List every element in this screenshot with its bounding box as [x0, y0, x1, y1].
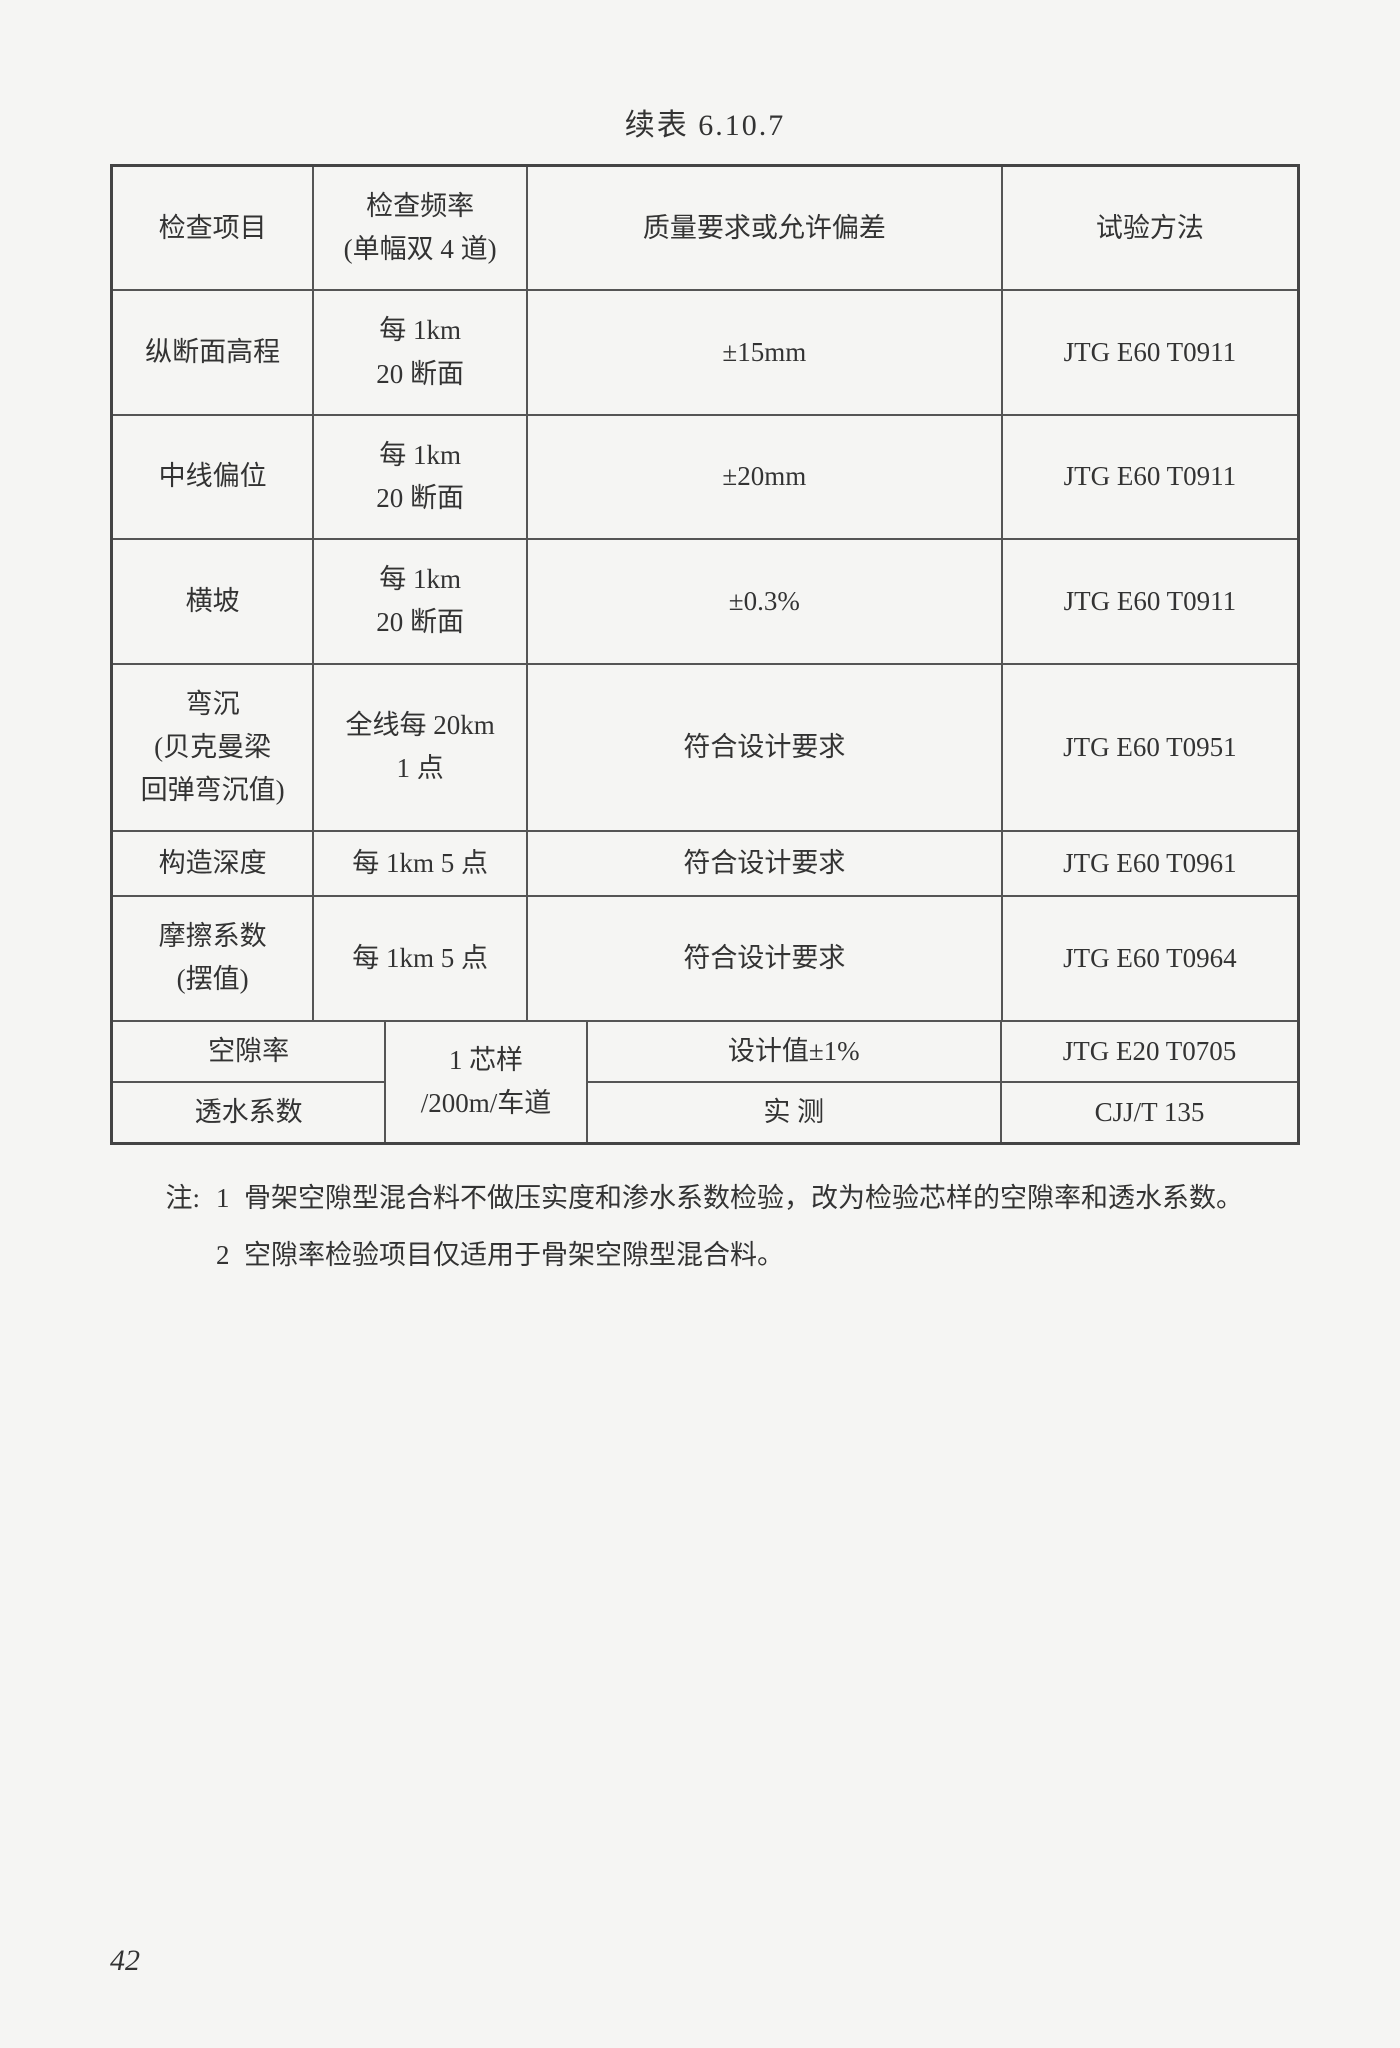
table-title: 续表 6.10.7	[110, 100, 1300, 144]
note-label-empty	[130, 1230, 216, 1281]
cell: 摩擦系数(摆值)	[112, 896, 314, 1020]
cell: 每 1km20 断面	[313, 290, 527, 414]
cell: 每 1km 5 点	[313, 831, 527, 896]
header-col2: 检查频率(单幅双 4 道)	[313, 166, 527, 291]
cell: 每 1km 5 点	[313, 896, 527, 1020]
cell: JTG E60 T0951	[1002, 664, 1299, 832]
cell: 符合设计要求	[527, 896, 1002, 1020]
table-header-row: 检查项目 检查频率(单幅双 4 道) 质量要求或允许偏差 试验方法	[112, 166, 1299, 291]
cell: 横坡	[112, 539, 314, 663]
header-col3: 质量要求或允许偏差	[527, 166, 1002, 291]
table-row: 弯沉(贝克曼梁回弹弯沉值) 全线每 20km1 点 符合设计要求 JTG E60…	[112, 664, 1299, 832]
page-number: 42	[110, 1944, 140, 1978]
header-col4: 试验方法	[1002, 166, 1299, 291]
cell: 每 1km20 断面	[313, 539, 527, 663]
table-row: 摩擦系数(摆值) 每 1km 5 点 符合设计要求 JTG E60 T0964	[112, 896, 1299, 1020]
cell: 全线每 20km1 点	[313, 664, 527, 832]
cell: JTG E60 T0911	[1002, 290, 1299, 414]
cell: ±20mm	[527, 415, 1002, 539]
cell: 弯沉(贝克曼梁回弹弯沉值)	[112, 664, 314, 832]
header-col1: 检查项目	[112, 166, 314, 291]
inspection-table: 检查项目 检查频率(单幅双 4 道) 质量要求或允许偏差 试验方法 纵断面高程 …	[110, 164, 1300, 1145]
cell: 符合设计要求	[527, 664, 1002, 832]
cell: 中线偏位	[112, 415, 314, 539]
cell: JTG E60 T0911	[1002, 539, 1299, 663]
cell: ±0.3%	[527, 539, 1002, 663]
cell: 每 1km20 断面	[313, 415, 527, 539]
cell: JTG E60 T0911	[1002, 415, 1299, 539]
notes-section: 注: 1 骨架空隙型混合料不做压实度和渗水系数检验，改为检验芯样的空隙率和透水系…	[110, 1173, 1300, 1282]
document-page: 续表 6.10.7 检查项目 检查频率(单幅双 4 道) 质量要求或允许偏差 试…	[0, 0, 1400, 2048]
cell: JTG E60 T0961	[1002, 831, 1299, 896]
note-number: 1	[216, 1173, 244, 1224]
table-row: 构造深度 每 1km 5 点 符合设计要求 JTG E60 T0961	[112, 831, 1299, 896]
note-label: 注:	[130, 1173, 216, 1224]
table-row: 中线偏位 每 1km20 断面 ±20mm JTG E60 T0911	[112, 415, 1299, 539]
note-number: 2	[216, 1230, 244, 1281]
note-item: 注: 1 骨架空隙型混合料不做压实度和渗水系数检验，改为检验芯样的空隙率和透水系…	[130, 1173, 1260, 1224]
cell: 纵断面高程	[112, 290, 314, 414]
table-row: 纵断面高程 每 1km20 断面 ±15mm JTG E60 T0911	[112, 290, 1299, 414]
note-text: 骨架空隙型混合料不做压实度和渗水系数检验，改为检验芯样的空隙率和透水系数。	[244, 1173, 1260, 1224]
cell: 构造深度	[112, 831, 314, 896]
cell: JTG E60 T0964	[1002, 896, 1299, 1020]
cell: ±15mm	[527, 290, 1002, 414]
note-text: 空隙率检验项目仅适用于骨架空隙型混合料。	[244, 1230, 1260, 1281]
cell: 符合设计要求	[527, 831, 1002, 896]
table-row: 横坡 每 1km20 断面 ±0.3% JTG E60 T0911	[112, 539, 1299, 663]
note-item: 2 空隙率检验项目仅适用于骨架空隙型混合料。	[130, 1230, 1260, 1281]
